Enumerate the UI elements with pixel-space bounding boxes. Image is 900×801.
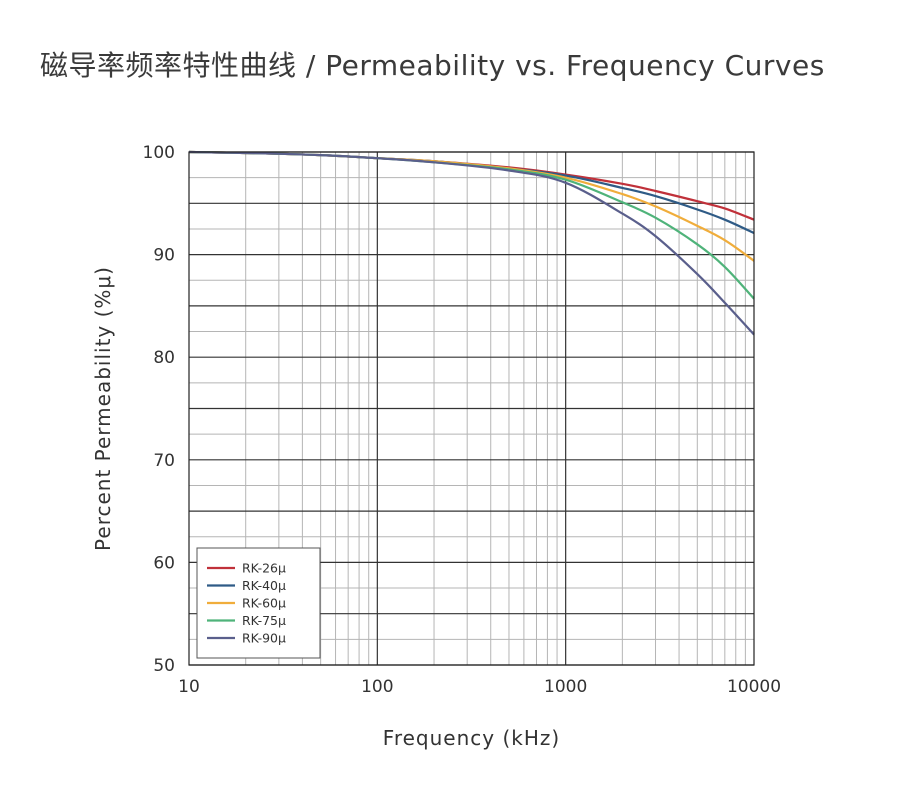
series-line-RK-90μ: [188, 150, 755, 336]
y-tick-label: 80: [153, 348, 175, 368]
x-tick-labels: 10 100 1000 10000: [178, 677, 781, 697]
plot-frame: [188, 151, 755, 666]
series-line-RK-75μ: [188, 150, 755, 300]
x-tick-label: 1000: [544, 677, 587, 697]
y-tick-label: 90: [153, 246, 175, 266]
legend-label: RK-90μ: [242, 631, 286, 646]
y-tick-label: 50: [153, 656, 175, 676]
legend-label: RK-75μ: [242, 613, 286, 628]
curves: [188, 150, 755, 336]
series-line-RK-60μ: [188, 150, 755, 262]
y-axis-label: Percent Permeability (%μ): [91, 266, 115, 551]
x-tick-label: 100: [361, 677, 393, 697]
y-tick-label: 70: [153, 451, 175, 471]
legend-label: RK-26μ: [242, 561, 286, 576]
x-tick-label: 10000: [727, 677, 781, 697]
x-axis-label: Frequency (kHz): [383, 726, 560, 750]
y-tick-label: 100: [143, 143, 175, 163]
legend: RK-26μ RK-40μ RK-60μ RK-75μ RK-90μ: [196, 547, 321, 659]
y-tick-labels: 100 90 80 70 60 50: [143, 143, 175, 676]
legend-label: RK-40μ: [242, 578, 286, 593]
y-tick-label: 60: [153, 553, 175, 573]
page-title: 磁导率频率特性曲线 / Permeability vs. Frequency C…: [40, 49, 825, 82]
legend-label: RK-60μ: [242, 596, 286, 611]
x-tick-label: 10: [178, 677, 200, 697]
series-line-RK-26μ: [188, 150, 755, 221]
